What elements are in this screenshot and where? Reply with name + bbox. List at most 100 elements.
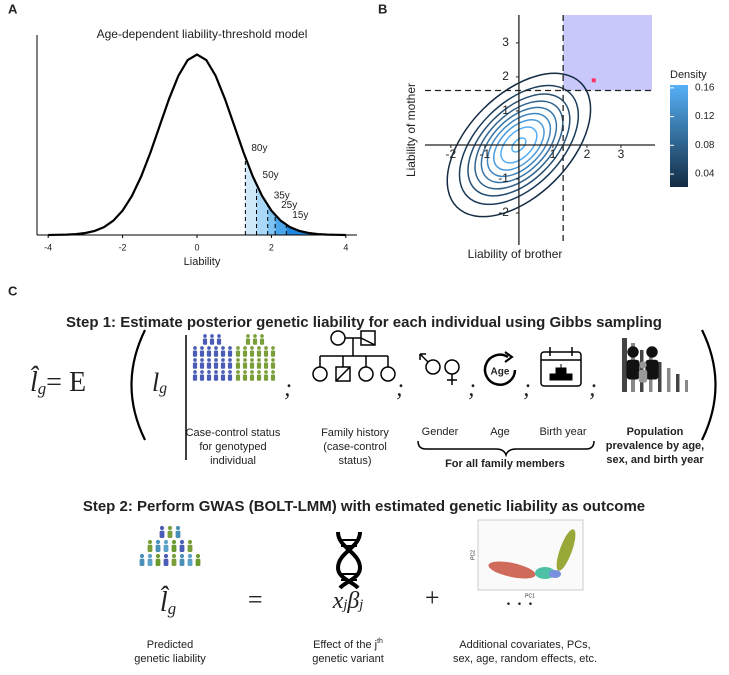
contour — [474, 100, 564, 190]
person-icon — [257, 346, 261, 350]
pedigree-icon — [360, 337, 376, 346]
person-icon — [163, 553, 169, 559]
person-icon — [192, 350, 198, 357]
formula-part: l — [152, 368, 159, 397]
axis-label: PC1 — [525, 593, 535, 599]
person-icon — [206, 350, 212, 357]
person-icon — [250, 358, 254, 362]
person-icon — [242, 374, 248, 381]
threshold-label: 50y — [263, 170, 279, 181]
contour — [500, 126, 538, 164]
pedigree-icon — [380, 366, 396, 382]
separator: ; — [468, 376, 476, 402]
density-curve — [48, 53, 346, 237]
person-icon — [249, 362, 255, 369]
step-title: Step 2: Perform GWAS (BOLT-LMM) with est… — [83, 498, 645, 515]
person-icon — [139, 558, 145, 566]
person-icon — [243, 358, 247, 362]
colorbar-tick-label: 0.12 — [695, 111, 715, 122]
person-icon — [213, 362, 219, 369]
contour — [458, 84, 580, 206]
observed-point — [591, 78, 596, 83]
chart-title: Age-dependent liability-threshold model — [97, 27, 308, 41]
x-tick-label: 4 — [343, 242, 348, 252]
age-icon-text: Age — [491, 367, 510, 378]
person-icon — [147, 558, 153, 566]
person-icon — [264, 370, 268, 374]
person-icon — [171, 553, 177, 559]
person-icon — [221, 370, 225, 374]
person-icon — [257, 358, 261, 362]
x-axis-label: Liability — [184, 256, 221, 268]
prevalence-bar — [676, 374, 680, 392]
label: genetic liability — [134, 653, 206, 665]
legend-title: Density — [670, 69, 707, 81]
person-icon — [638, 369, 648, 383]
person-icon — [228, 370, 232, 374]
subscript: g — [168, 599, 176, 618]
label: sex, age, random effects, etc. — [453, 653, 597, 665]
gender-icon — [444, 359, 460, 375]
subscript: g — [38, 379, 46, 398]
label: Additional covariates, PCs, — [459, 639, 590, 651]
person-icon — [271, 346, 275, 350]
person-icon — [246, 334, 250, 338]
prevalence-bar — [667, 368, 671, 392]
colorbar-tick-label: 0.16 — [695, 83, 715, 94]
x-tick-label: 3 — [618, 147, 625, 161]
person-icon — [207, 358, 211, 362]
age-icon — [504, 351, 514, 363]
person-icon — [271, 358, 275, 362]
label: Age — [490, 426, 510, 438]
person-icon — [252, 338, 258, 345]
person-icon — [171, 558, 177, 566]
shaded-region — [275, 214, 287, 235]
x-tick-label: 1 — [550, 147, 557, 161]
prevalence-bar — [622, 338, 627, 392]
parenthesis — [701, 329, 717, 441]
person-icon — [257, 370, 261, 374]
panel-label: C — [8, 283, 18, 298]
person-icon — [171, 539, 177, 545]
person-icon — [187, 553, 193, 559]
label: genetic variant — [312, 653, 384, 665]
person-icon — [202, 338, 208, 345]
person-icon — [155, 539, 161, 545]
panel-label: B — [378, 1, 387, 16]
person-icon — [270, 362, 276, 369]
x-tick-label: 2 — [269, 242, 274, 252]
gender-icon — [425, 359, 441, 375]
person-icon — [155, 558, 161, 566]
person-icon — [214, 358, 218, 362]
person-icon — [220, 362, 226, 369]
colorbar — [670, 85, 688, 187]
formula-part: = — [246, 585, 264, 614]
person-icon — [227, 362, 233, 369]
person-icon — [639, 361, 647, 369]
person-icon — [179, 539, 185, 545]
person-icon — [214, 370, 218, 374]
label: Case-control status — [186, 427, 281, 439]
person-icon — [236, 370, 240, 374]
person-icon — [200, 370, 204, 374]
label: Population — [627, 426, 684, 438]
person-icon — [213, 350, 219, 357]
person-icon — [171, 544, 177, 552]
separator: ; — [284, 376, 292, 402]
high-liability-region — [563, 15, 652, 91]
separator: ; — [523, 376, 531, 402]
pedigree-icon — [358, 366, 374, 382]
contour — [493, 119, 545, 171]
person-icon — [213, 374, 219, 381]
formula-part: x — [332, 588, 344, 614]
person-icon — [260, 334, 264, 338]
person-icon — [235, 350, 241, 357]
formula: l̂g= E — [30, 367, 86, 399]
label: individual — [210, 455, 256, 467]
pedigree-icon — [335, 366, 351, 382]
formula-part: = E — [46, 367, 86, 398]
shaded-region — [256, 184, 268, 235]
pedigree-icon — [335, 366, 351, 382]
